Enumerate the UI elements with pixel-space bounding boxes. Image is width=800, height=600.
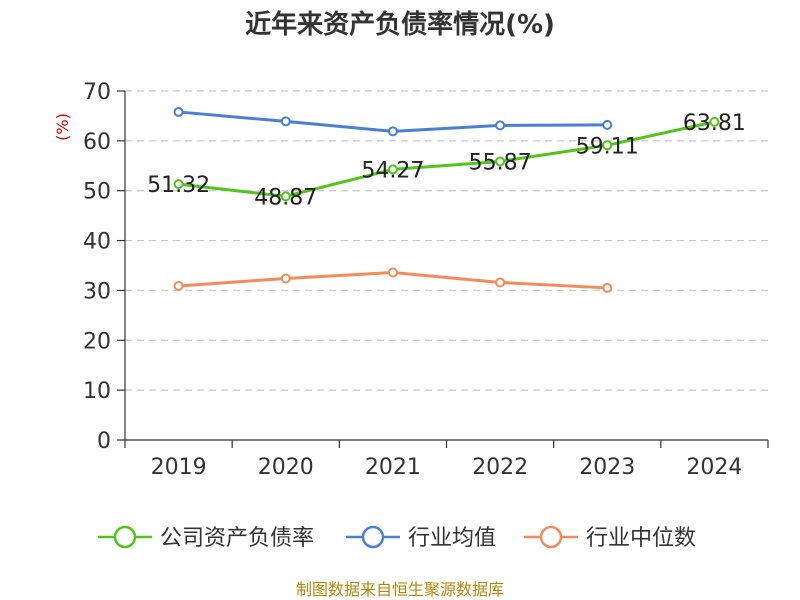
data-point	[173, 280, 184, 291]
legend-item-3: 行业中位数	[524, 525, 696, 551]
series-line	[178, 120, 715, 198]
x-tick-label: 2021	[365, 455, 421, 480]
legend: 公司资产负债率 行业均值 行业中位数	[98, 525, 696, 551]
y-axis-unit-label: (%)	[53, 113, 72, 141]
axes	[124, 91, 768, 441]
legend-marker	[361, 525, 385, 549]
data-label: 63.81	[683, 111, 746, 136]
y-tick-label: 60	[83, 130, 111, 155]
data-point	[173, 106, 184, 117]
data-point	[280, 116, 291, 127]
data-point	[495, 120, 506, 131]
y-tick-label: 40	[83, 230, 111, 255]
y-tick-label: 30	[83, 279, 111, 304]
series-group	[173, 106, 720, 293]
series-3	[173, 267, 613, 293]
data-point	[602, 282, 613, 293]
data-label: 48.87	[254, 185, 317, 210]
data-labels: 51.32 48.87 54.27 55.87 59.11 63.81	[147, 111, 746, 210]
legend-marker	[113, 525, 137, 549]
data-label: 59.11	[576, 134, 639, 159]
x-tick-label: 2023	[579, 455, 635, 480]
series-1	[173, 116, 720, 202]
data-point	[280, 191, 291, 202]
data-point	[173, 179, 184, 190]
grid-lines	[125, 90, 768, 391]
legend-item-2: 行业均值	[346, 525, 496, 551]
series-2	[173, 106, 613, 137]
data-label: 55.87	[469, 150, 532, 175]
legend-label: 公司资产负债率	[160, 526, 314, 551]
source-note: 制图数据来自恒生聚源数据库	[296, 580, 504, 599]
y-axis-ticks: 0 10 20 30 40 50 60 70	[83, 80, 125, 454]
data-point	[387, 126, 398, 137]
data-label: 51.32	[147, 173, 210, 198]
x-tick-label: 2020	[258, 455, 314, 480]
y-tick-label: 20	[83, 329, 111, 354]
data-point	[387, 164, 398, 175]
x-tick-label: 2022	[472, 455, 528, 480]
data-point	[709, 116, 720, 127]
chart-title: 近年来资产负债率情况(%)	[245, 9, 555, 40]
y-tick-label: 0	[97, 429, 111, 454]
y-tick-label: 10	[83, 379, 111, 404]
y-tick-label: 50	[83, 180, 111, 205]
y-tick-label: 70	[83, 80, 111, 105]
data-point	[387, 267, 398, 278]
legend-marker	[539, 525, 563, 549]
x-axis-ticks: 2019 2020 2021 2022 2023 2024	[124, 440, 769, 480]
legend-item-1: 公司资产负债率	[98, 525, 314, 551]
data-label: 54.27	[361, 158, 424, 183]
legend-label: 行业中位数	[586, 526, 696, 551]
data-point	[495, 156, 506, 167]
data-point	[602, 140, 613, 151]
data-point	[495, 277, 506, 288]
data-point	[280, 273, 291, 284]
legend-label: 行业均值	[408, 526, 496, 551]
x-tick-label: 2019	[151, 455, 207, 480]
x-tick-label: 2024	[686, 455, 742, 480]
data-point	[602, 119, 613, 130]
